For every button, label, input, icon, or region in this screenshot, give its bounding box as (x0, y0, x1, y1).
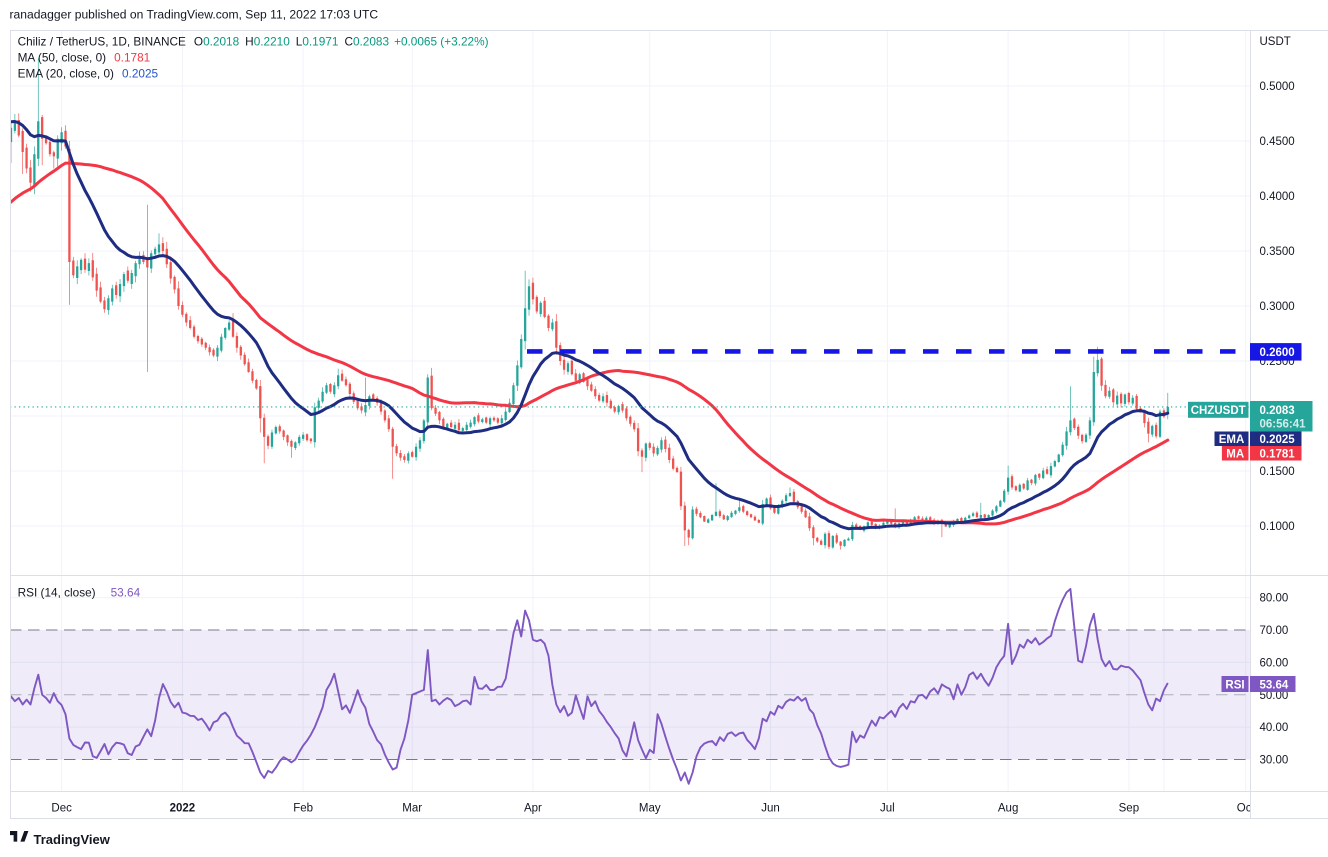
svg-text:40.00: 40.00 (1260, 722, 1289, 734)
svg-text:Aug: Aug (998, 803, 1018, 815)
svg-text:Sep: Sep (1119, 803, 1139, 815)
svg-text:80.00: 80.00 (1260, 593, 1289, 605)
svg-text:EMA (20, close, 0)0.2025: EMA (20, close, 0) 0.2025 (18, 67, 159, 81)
svg-text:0.3500: 0.3500 (1260, 246, 1295, 258)
svg-text:0.1781: 0.1781 (1260, 448, 1296, 460)
svg-text:50.00: 50.00 (1260, 690, 1289, 702)
svg-text:30.00: 30.00 (1260, 755, 1289, 767)
svg-text:0.5000: 0.5000 (1260, 81, 1295, 93)
svg-text:TradingView: TradingView (34, 832, 111, 847)
svg-text:70.00: 70.00 (1260, 625, 1289, 637)
svg-text:06:56:41: 06:56:41 (1260, 419, 1307, 431)
svg-text:RSI (14, close)53.64: RSI (14, close) 53.64 (18, 585, 141, 599)
svg-text:0.4000: 0.4000 (1260, 191, 1295, 203)
svg-text:RSI: RSI (1225, 679, 1244, 691)
svg-text:0.1500: 0.1500 (1260, 466, 1295, 478)
svg-text:53.64: 53.64 (1260, 679, 1289, 691)
svg-text:Apr: Apr (524, 803, 542, 815)
svg-text:Jul: Jul (880, 803, 895, 815)
svg-text:60.00: 60.00 (1260, 657, 1289, 669)
svg-text:Chiliz / TetherUS, 1D, BINANCE: Chiliz / TetherUS, 1D, BINANCE O0.2018 H0.… (18, 34, 489, 48)
svg-text:0.2025: 0.2025 (1260, 434, 1296, 446)
svg-text:2022: 2022 (170, 803, 196, 815)
svg-text:USDT: USDT (1260, 36, 1291, 48)
svg-text:CHZUSDT: CHZUSDT (1191, 405, 1246, 417)
svg-text:Feb: Feb (293, 803, 313, 815)
svg-text:0.3000: 0.3000 (1260, 301, 1295, 313)
svg-text:0.2600: 0.2600 (1260, 347, 1295, 359)
svg-text:May: May (639, 803, 661, 815)
svg-text:ranadagger published on Tradin: ranadagger published on TradingView.com,… (10, 8, 379, 22)
svg-text:0.1000: 0.1000 (1260, 521, 1295, 533)
svg-text:MA: MA (1226, 448, 1244, 460)
svg-text:0.2083: 0.2083 (1260, 405, 1295, 417)
svg-text:EMA: EMA (1219, 434, 1245, 446)
svg-text:Jun: Jun (761, 803, 780, 815)
svg-text:0.4500: 0.4500 (1260, 136, 1295, 148)
svg-text:Mar: Mar (402, 803, 422, 815)
svg-text:Oct: Oct (1237, 803, 1256, 815)
svg-text:Dec: Dec (51, 803, 72, 815)
svg-text:MA (50, close, 0)0.1781: MA (50, close, 0) 0.1781 (18, 51, 151, 65)
